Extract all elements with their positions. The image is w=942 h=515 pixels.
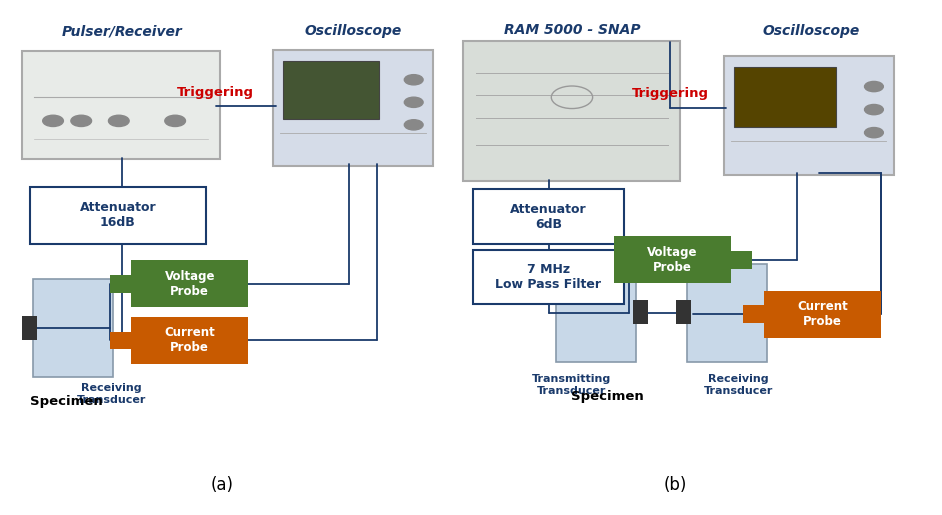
Circle shape <box>865 128 884 138</box>
Text: Specimen: Specimen <box>29 395 103 408</box>
Text: Specimen: Specimen <box>571 390 643 403</box>
Text: Current
Probe: Current Probe <box>164 327 215 354</box>
FancyBboxPatch shape <box>463 41 680 181</box>
Bar <box>614 236 731 283</box>
Text: (b): (b) <box>664 476 688 494</box>
FancyBboxPatch shape <box>473 250 625 304</box>
Bar <box>764 291 882 338</box>
Text: Current
Probe: Current Probe <box>797 300 848 329</box>
FancyBboxPatch shape <box>273 50 433 166</box>
Bar <box>110 332 131 350</box>
Bar <box>734 67 836 127</box>
Circle shape <box>108 115 129 127</box>
Text: Transmitting
Transducer: Transmitting Transducer <box>532 374 611 396</box>
Circle shape <box>865 105 884 115</box>
Circle shape <box>42 115 63 127</box>
FancyBboxPatch shape <box>723 56 894 175</box>
Bar <box>22 316 37 340</box>
FancyBboxPatch shape <box>557 264 636 362</box>
Text: Triggering: Triggering <box>177 86 254 99</box>
Text: Attenuator
6dB: Attenuator 6dB <box>511 202 587 231</box>
Text: Voltage
Probe: Voltage Probe <box>165 270 215 298</box>
FancyBboxPatch shape <box>473 190 625 244</box>
Circle shape <box>865 81 884 92</box>
Circle shape <box>71 115 91 127</box>
Text: Voltage
Probe: Voltage Probe <box>647 246 698 273</box>
Bar <box>632 300 647 324</box>
Text: Oscilloscope: Oscilloscope <box>762 24 860 38</box>
Bar <box>131 317 249 364</box>
Circle shape <box>404 119 423 130</box>
Circle shape <box>404 75 423 85</box>
Text: Attenuator
16dB: Attenuator 16dB <box>79 201 156 229</box>
FancyBboxPatch shape <box>33 279 113 377</box>
Circle shape <box>165 115 186 127</box>
Text: Oscilloscope: Oscilloscope <box>305 24 402 38</box>
Text: RAM 5000 - SNAP: RAM 5000 - SNAP <box>504 23 641 37</box>
Bar <box>131 260 249 307</box>
Text: Triggering: Triggering <box>632 87 708 100</box>
Text: Pulser/Receiver: Pulser/Receiver <box>61 24 182 38</box>
Text: Receiving
Transducer: Receiving Transducer <box>704 374 773 396</box>
Bar <box>743 305 764 323</box>
Bar <box>284 61 380 119</box>
Bar <box>675 300 690 324</box>
Text: Receiving
Transducer: Receiving Transducer <box>76 383 146 405</box>
Text: 7 MHz
Low Pass Filter: 7 MHz Low Pass Filter <box>495 263 602 291</box>
FancyBboxPatch shape <box>22 51 220 159</box>
Bar <box>731 251 752 268</box>
FancyBboxPatch shape <box>29 187 206 244</box>
Circle shape <box>404 97 423 108</box>
Bar <box>110 274 131 293</box>
FancyBboxPatch shape <box>687 264 767 362</box>
Text: (a): (a) <box>211 476 234 494</box>
